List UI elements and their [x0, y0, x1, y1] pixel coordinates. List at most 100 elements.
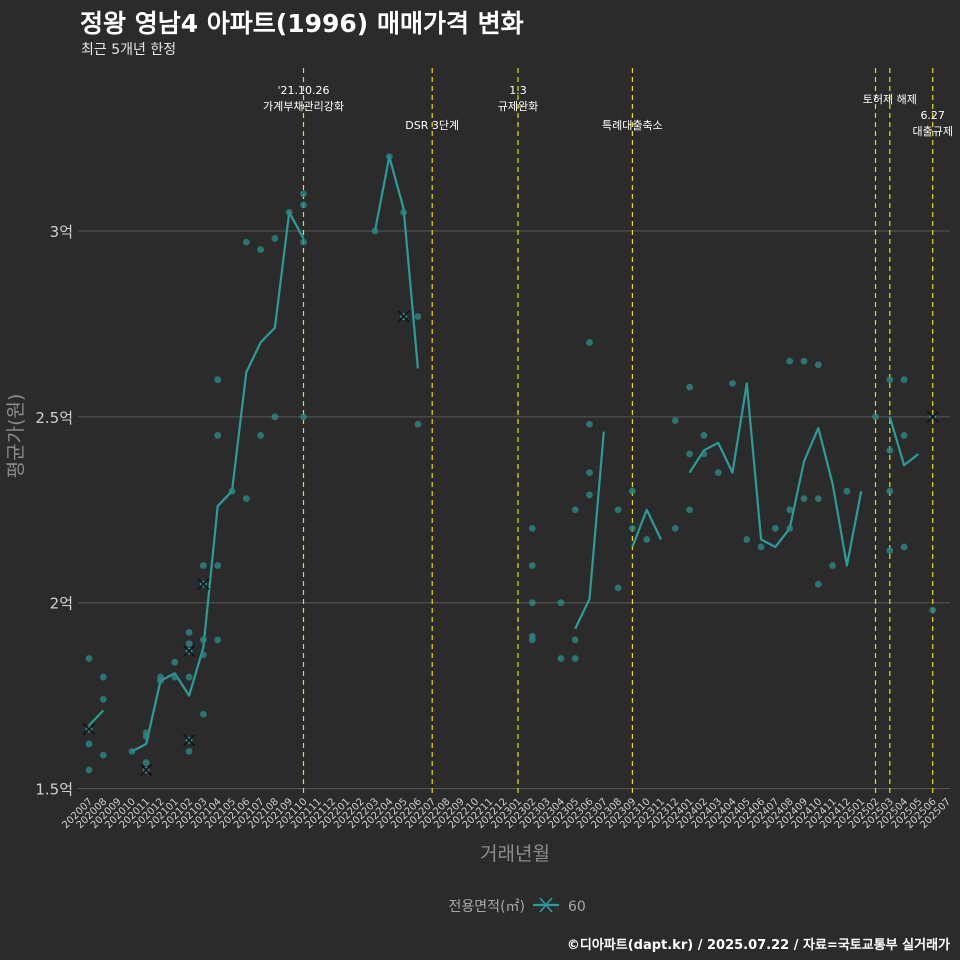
cross-marker-stroke: [397, 310, 410, 323]
cross-marker-stroke: [197, 578, 210, 591]
data-point: [99, 673, 107, 681]
data-point: [686, 450, 693, 458]
event-label: DSR 3단계: [405, 119, 459, 132]
data-point: [228, 487, 236, 495]
data-point: [185, 747, 193, 755]
data-point: [528, 599, 536, 607]
event-label: 가계부채관리강화: [263, 100, 344, 113]
data-point: [99, 751, 107, 759]
data-point: [586, 339, 593, 346]
data-point: [629, 524, 636, 532]
event-label: 1.3: [509, 84, 527, 97]
data-point: [557, 655, 565, 662]
data-point: [900, 543, 908, 551]
cross-marker-stroke: [926, 410, 939, 423]
series-line-60: [888, 416, 920, 467]
data-point: [843, 487, 851, 495]
data-point: [586, 491, 593, 499]
source-caption: ©디아파트(dapt.kr) / 2025.07.22 / 자료=국토교통부 실…: [566, 938, 950, 953]
data-point: [929, 606, 937, 614]
cross-marker-stroke: [82, 723, 96, 736]
event-label: '21.10.26: [277, 84, 329, 97]
data-point: [214, 432, 222, 439]
data-point: [200, 651, 207, 659]
data-point: [714, 469, 722, 477]
data-point: [200, 636, 207, 644]
data-point: [528, 636, 536, 644]
data-point: [300, 201, 307, 209]
data-point: [385, 153, 393, 161]
cross-marker-stroke: [183, 734, 196, 747]
data-point: [414, 420, 422, 428]
data-point: [772, 524, 779, 532]
data-point: [142, 759, 150, 766]
data-point: [185, 629, 193, 636]
data-point: [157, 677, 164, 685]
cross-marker: [197, 578, 210, 591]
data-point: [400, 209, 407, 216]
chart-title: 정왕 영남4 아파트(1996) 매매가격 변화: [80, 9, 524, 38]
data-point: [571, 506, 579, 514]
data-point: [171, 658, 179, 666]
cross-markers: [82, 310, 939, 777]
data-points: [85, 153, 937, 774]
data-point: [242, 495, 250, 503]
y-tick-label: 2억: [50, 595, 73, 613]
event-label: 토허제 해제: [863, 92, 917, 106]
data-point: [285, 209, 293, 216]
legend: 전용면적(㎡) 60: [449, 897, 586, 915]
series-line-60: [131, 211, 305, 753]
data-point: [614, 584, 622, 592]
data-point: [528, 524, 536, 532]
data-point: [257, 432, 264, 439]
data-point: [872, 413, 879, 421]
data-point: [814, 361, 822, 369]
data-point: [185, 640, 193, 647]
y-tick-labels: 1.5억 2억 2.5억 3억: [35, 223, 73, 799]
event-label: 규제완화: [498, 100, 538, 113]
cross-marker: [397, 310, 410, 323]
data-point: [886, 376, 894, 384]
data-point: [686, 506, 693, 514]
series-line-60: [574, 431, 605, 630]
data-point: [85, 740, 93, 748]
data-point: [414, 313, 422, 320]
data-point: [214, 562, 222, 569]
data-point: [214, 636, 222, 644]
event-label: 특례대출축소: [602, 119, 663, 132]
cross-marker: [926, 410, 939, 423]
data-point: [142, 733, 150, 740]
data-point: [586, 469, 593, 477]
legend-cross-b: [539, 897, 553, 913]
data-point: [528, 562, 536, 569]
data-point: [700, 450, 708, 458]
series-line-60: [631, 508, 662, 548]
data-point: [300, 238, 307, 246]
data-point: [729, 379, 736, 387]
data-point: [671, 417, 679, 424]
data-point: [99, 695, 107, 703]
series-line-60: [688, 382, 863, 567]
data-point: [557, 599, 565, 607]
data-point: [85, 766, 93, 774]
x-axis-label: 거래년월: [480, 843, 550, 865]
y-axis-label: 평균가(원): [5, 394, 27, 479]
data-point: [257, 246, 264, 253]
data-point: [900, 432, 908, 439]
data-point: [571, 636, 579, 644]
y-tick-label: 2.5억: [35, 409, 73, 427]
data-point: [300, 190, 307, 198]
data-point: [786, 524, 794, 532]
cross-marker-stroke: [183, 644, 196, 658]
legend-label: 60: [568, 899, 586, 915]
data-point: [800, 357, 808, 365]
cross-marker: [82, 723, 96, 736]
event-label: 대출규제: [912, 125, 952, 138]
event-label: 6.27: [920, 109, 945, 122]
x-tick-labels: 2020072020082020092020102020112020122021…: [60, 796, 953, 831]
data-point: [900, 376, 908, 384]
data-point: [814, 580, 822, 588]
